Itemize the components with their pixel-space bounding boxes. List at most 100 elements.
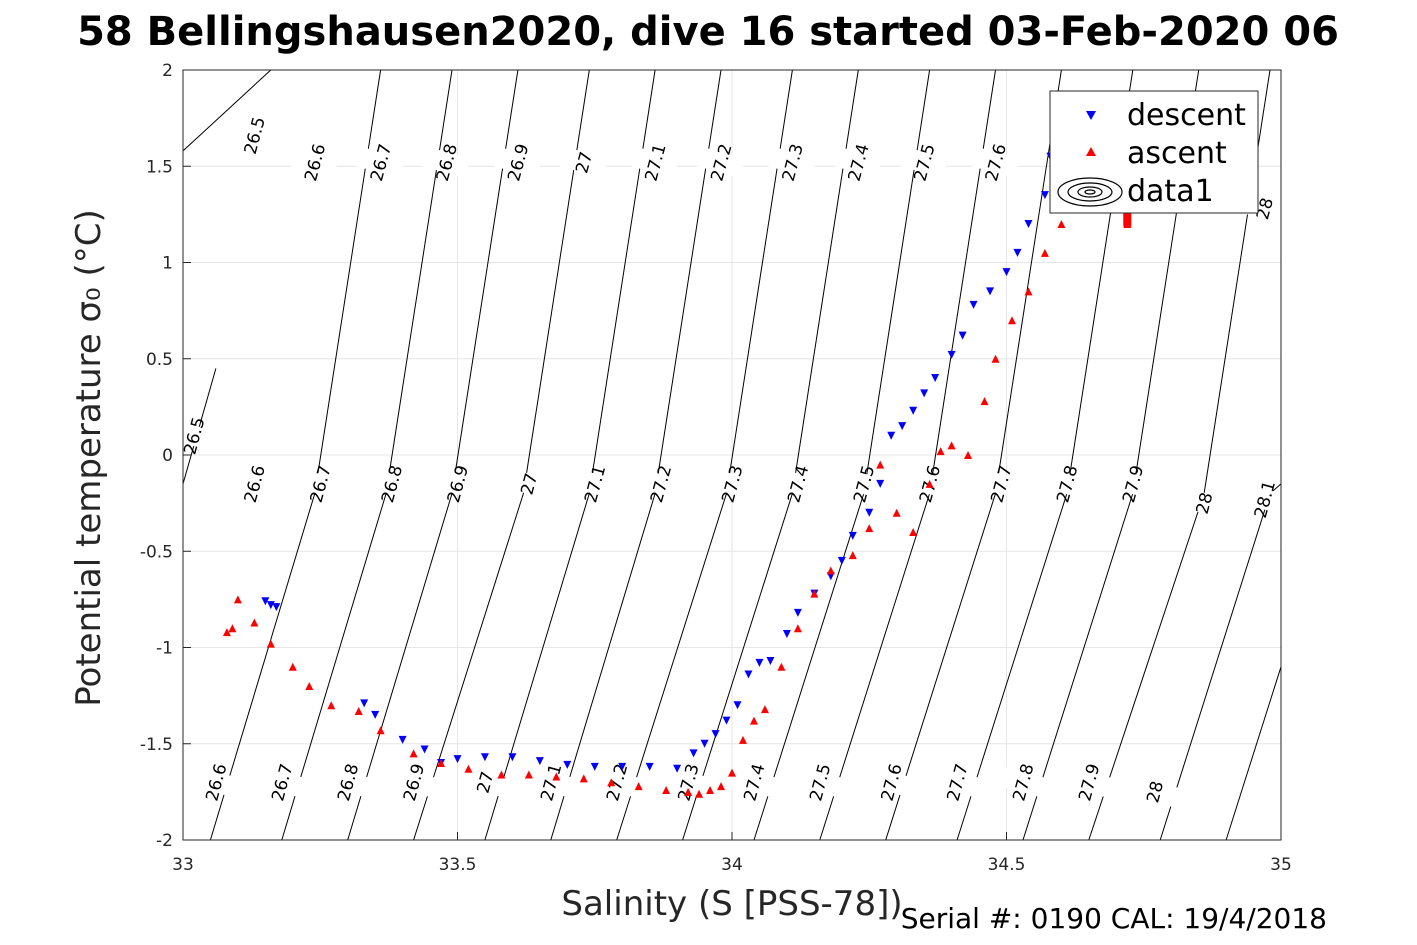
legend-ascent-marker [1086, 147, 1096, 156]
descent-point [969, 300, 978, 309]
ascent-point [524, 770, 533, 779]
ascent-point [925, 479, 934, 488]
isopycnal-line [182, 69, 272, 152]
ascent-point [1024, 287, 1033, 296]
isopycnal-label-bg [999, 766, 1047, 798]
descent-point [508, 753, 517, 762]
isopycnal-label-bg [971, 147, 1020, 178]
isopycnal-label-bg [834, 147, 883, 178]
ascent-point [607, 778, 616, 787]
descent-point [733, 701, 742, 710]
descent-point [371, 710, 380, 719]
isopycnal-label-bg [631, 147, 679, 178]
ascent-point [848, 551, 857, 560]
descent-point [848, 531, 857, 540]
descent-point [920, 389, 929, 398]
ascent-point [1007, 316, 1016, 325]
x-axis-ticks: 33 33.5 34 34.5 35 [172, 832, 1292, 875]
ascent-point [684, 787, 693, 796]
y-tick-label: 0.5 [146, 350, 173, 370]
isopycnal-label-bg [977, 468, 1025, 500]
isopycnal-label-bg [708, 468, 756, 500]
isopycnal-label-bg [768, 147, 817, 178]
serial-calibration-note: Serial #: 0190 CAL: 19/4/2018 [901, 902, 1327, 935]
ascent-point [826, 566, 835, 575]
ascent-point [354, 707, 363, 716]
ascent-point [305, 682, 314, 690]
ascent-point [695, 789, 704, 798]
legend-data1-label: data1 [1127, 174, 1214, 209]
descent-point [887, 431, 896, 440]
descent-point [793, 608, 802, 617]
ascent-point [327, 701, 336, 710]
descent-point [711, 730, 720, 739]
isopycnal-label-bg [900, 147, 948, 178]
y-tick-label: -1 [156, 639, 173, 659]
ascent-point [728, 768, 736, 777]
isopycnal-line [413, 69, 590, 841]
descent-point [590, 762, 599, 771]
descent-point [480, 753, 489, 762]
ascent-point [662, 785, 671, 794]
ascent-point [810, 589, 819, 598]
ascent-point [437, 759, 446, 767]
isopycnal-label-bg [389, 766, 438, 798]
isopycnal-label-bg [1130, 776, 1179, 808]
isopycnal-label-bg [559, 147, 608, 178]
isopycnal-label-bg [664, 766, 712, 798]
descent-point [1040, 191, 1049, 200]
descent-point [766, 656, 775, 665]
ascent-point [749, 716, 758, 725]
ascent-point [991, 354, 1000, 363]
isopycnal-line [1225, 666, 1282, 841]
isopycnal-label-bg [774, 468, 822, 500]
descent-point [398, 735, 407, 744]
isopycnal-label-bg [1180, 487, 1228, 519]
descent-point [420, 745, 429, 754]
descent-point [535, 757, 544, 766]
isopycnal-label-bg [867, 766, 916, 798]
ascent-point [634, 782, 643, 791]
legend: descent ascent data1 [1049, 90, 1259, 214]
descent-point [618, 762, 627, 771]
y-tick-label: 2 [162, 61, 173, 81]
legend-descent-marker [1086, 111, 1096, 120]
descent-point [744, 670, 753, 679]
descent-point [986, 287, 995, 296]
ascent-point [793, 624, 802, 633]
y-tick-label: -2 [156, 831, 173, 851]
ascent-point [892, 508, 901, 517]
descent-point [1013, 248, 1022, 257]
x-tick-label: 33.5 [439, 855, 477, 875]
ascent-point [409, 749, 418, 758]
x-tick-label: 35 [1270, 855, 1292, 875]
ascent-point [717, 782, 726, 791]
descent-point [931, 374, 940, 382]
ascent-point [250, 618, 259, 627]
isopycnal-line [209, 69, 382, 841]
descent-point [782, 630, 791, 639]
isopycnal-line [550, 69, 722, 841]
isopycnal-label-bg [192, 766, 240, 798]
descent-point [700, 739, 709, 748]
ascent-point [947, 441, 956, 450]
isopycnal-label-bg [422, 147, 471, 178]
isopycnal-label-bg [367, 468, 416, 500]
isopycnal-line [616, 69, 793, 841]
descent-point [689, 749, 698, 758]
isopycnal-line [281, 69, 453, 841]
isopycnal-line [347, 69, 519, 841]
descent-point [755, 658, 764, 667]
ascent-point [464, 764, 473, 773]
ascent-point [980, 397, 989, 406]
descent-point [958, 331, 967, 340]
isopycnal-line [682, 69, 859, 841]
isopycnal-label-bg [461, 766, 509, 798]
descent-point [947, 350, 956, 359]
y-tick-label: -1.5 [140, 735, 173, 755]
isopycnal-label-bg [356, 147, 405, 178]
ascent-point [777, 662, 786, 671]
isopycnal-label-bg [505, 468, 553, 500]
ascent-point [376, 726, 385, 735]
isopycnal-label-bg [839, 468, 888, 500]
